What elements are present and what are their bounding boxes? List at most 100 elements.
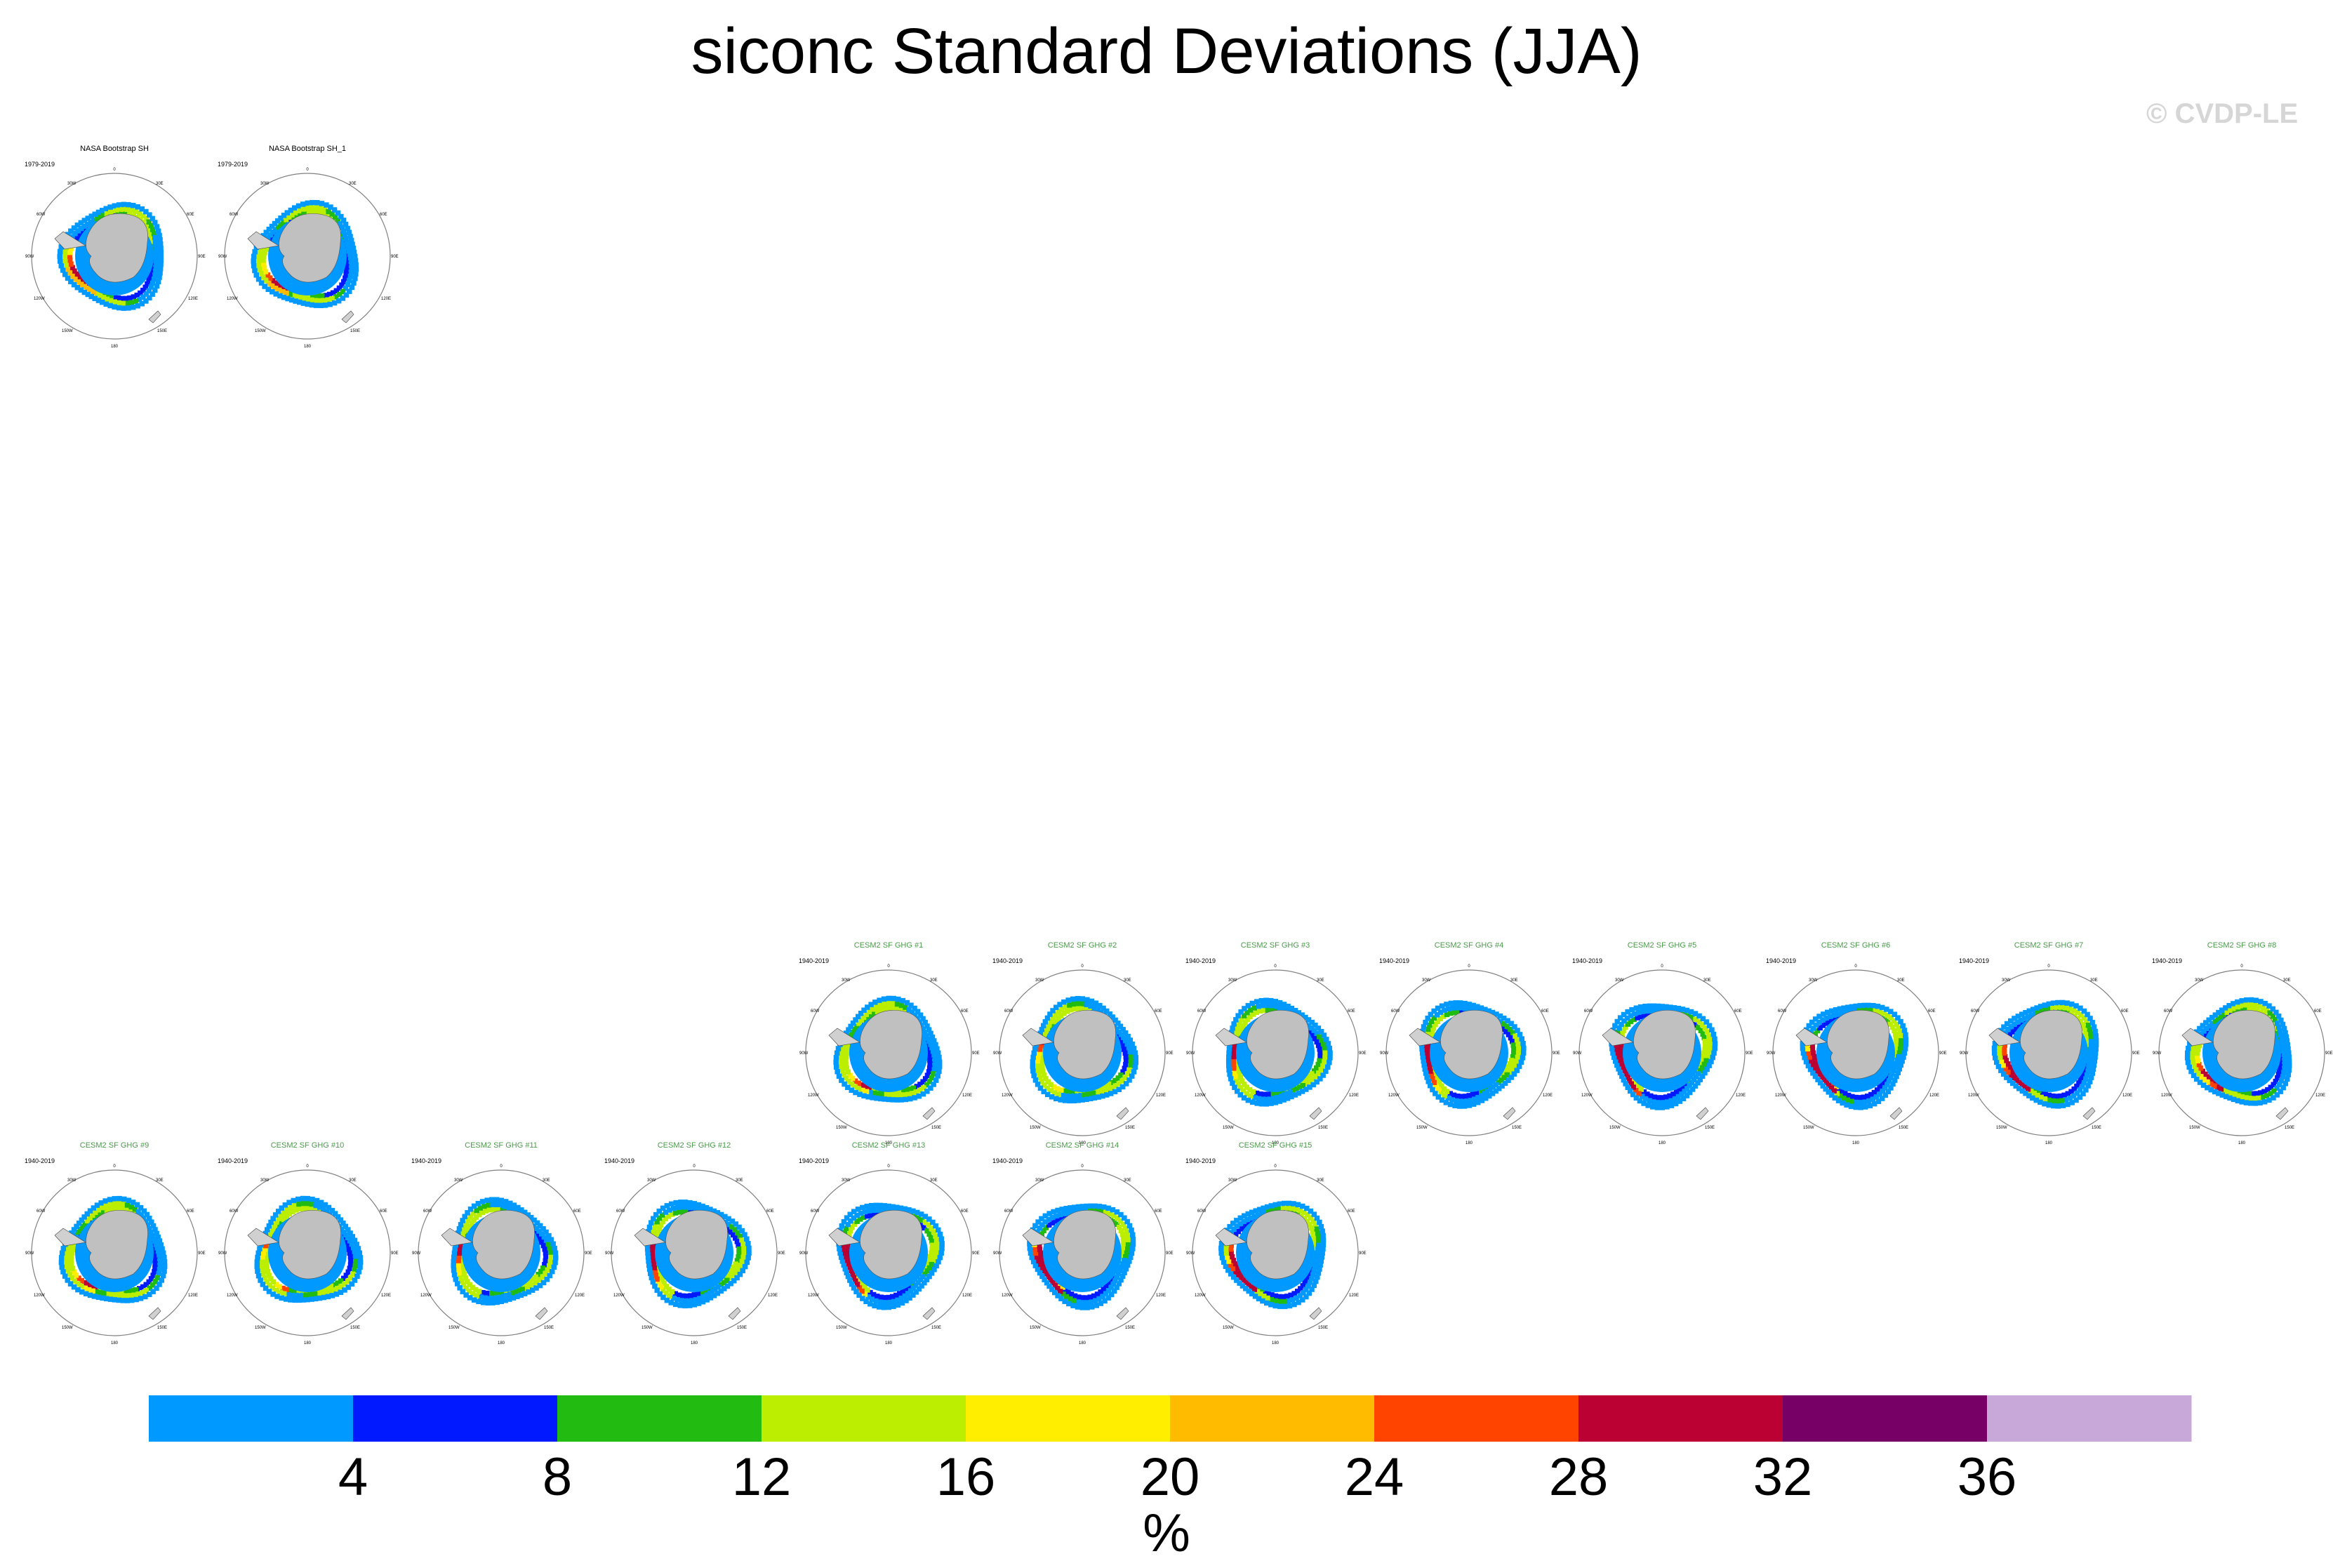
panel-years: 1940-2019 [1185, 1157, 1216, 1164]
svg-text:60E: 60E [1348, 1009, 1355, 1014]
svg-text:180: 180 [304, 345, 312, 349]
svg-text:150E: 150E [1318, 1326, 1328, 1330]
polar-map: 0 180 90W 90E 30W 30E 60W 60E 120W 120E 150W 150E [218, 1164, 399, 1346]
svg-text:90W: 90W [25, 1251, 34, 1256]
svg-text:120W: 120W [2161, 1094, 2172, 1098]
panel-title: NASA Bootstrap SH_1 [268, 145, 347, 153]
polar-map: 0 180 90W 90E 30W 30E 60W 60E 120W 120E 150W 150E [1960, 964, 2140, 1145]
model-panel: CESM2 SF GHG #8 1940-2019 0 180 90W 90E 30W 30E… [2148, 941, 2333, 1145]
svg-text:150E: 150E [544, 1326, 554, 1330]
svg-text:150E: 150E [737, 1326, 747, 1330]
svg-text:90E: 90E [585, 1251, 592, 1256]
svg-text:60E: 60E [1348, 1209, 1355, 1214]
svg-text:0: 0 [1081, 964, 1084, 969]
svg-text:150W: 150W [62, 329, 73, 333]
colorbar-box [1987, 1395, 2192, 1442]
svg-text:90E: 90E [972, 1251, 980, 1256]
svg-text:60W: 60W [811, 1209, 820, 1214]
svg-text:0: 0 [1661, 964, 1663, 969]
svg-text:90W: 90W [218, 255, 227, 259]
svg-text:90W: 90W [605, 1251, 614, 1256]
svg-text:0: 0 [113, 168, 116, 172]
svg-text:30E: 30E [543, 1178, 550, 1183]
svg-text:90E: 90E [1166, 1251, 1174, 1256]
svg-text:150E: 150E [1705, 1126, 1715, 1130]
model-panel: CESM2 SF GHG #2 1940-2019 0 180 90W 90E 30W 30E… [989, 941, 1176, 1145]
svg-text:120W: 120W [1195, 1294, 1206, 1298]
panel-years: 1940-2019 [799, 1157, 830, 1164]
panel-title: CESM2 SF GHG #12 [657, 1141, 731, 1150]
svg-text:180: 180 [1272, 1341, 1280, 1346]
svg-text:120E: 120E [381, 1294, 391, 1298]
svg-text:120W: 120W [34, 297, 45, 301]
svg-text:30W: 30W [842, 978, 851, 983]
polar-map: 0 180 90W 90E 30W 30E 60W 60E 120W 120E 150W 150E [1186, 964, 1367, 1145]
svg-text:0: 0 [1081, 1164, 1084, 1169]
svg-text:150W: 150W [642, 1326, 653, 1330]
svg-text:90W: 90W [1960, 1051, 1969, 1056]
colorbar-tick-label: 8 [543, 1447, 572, 1507]
model-panel: CESM2 SF GHG #10 1940-2019 0 180 90W 90E 30W 30… [214, 1141, 401, 1346]
svg-text:90E: 90E [1746, 1051, 1753, 1056]
svg-text:120E: 120E [962, 1094, 972, 1098]
polar-map: 0 180 90W 90E 30W 30E 60W 60E 120W 120E 150W 150E [1573, 964, 1753, 1145]
model-panel: CESM2 SF GHG #11 1940-2019 0 180 90W 90E 30W 30… [408, 1141, 594, 1346]
svg-text:30W: 30W [2002, 978, 2011, 983]
colorbar-tick-label: 16 [936, 1447, 996, 1507]
panel-years: 1940-2019 [992, 1157, 1023, 1164]
svg-text:180: 180 [691, 1341, 698, 1346]
model-panel: CESM2 SF GHG #7 1940-2019 0 180 90W 90E 30W 30E… [1955, 941, 2142, 1145]
svg-text:90W: 90W [1767, 1051, 1776, 1056]
svg-text:60W: 60W [1004, 1009, 1013, 1014]
svg-text:30E: 30E [1897, 978, 1905, 983]
svg-text:60E: 60E [573, 1209, 581, 1214]
panel-years: 1940-2019 [1572, 957, 1603, 964]
svg-text:0: 0 [1468, 964, 1470, 969]
svg-text:180: 180 [111, 1341, 119, 1346]
svg-text:0: 0 [113, 1164, 116, 1169]
svg-text:60E: 60E [961, 1209, 969, 1214]
svg-text:120W: 120W [1002, 1294, 1013, 1298]
svg-text:0: 0 [1854, 964, 1857, 969]
svg-text:150W: 150W [836, 1126, 847, 1130]
svg-text:0: 0 [887, 1164, 890, 1169]
svg-text:30W: 30W [1615, 978, 1624, 983]
panel-title: CESM2 SF GHG #10 [270, 1141, 345, 1150]
polar-map: 0 180 90W 90E 30W 30E 60W 60E 120W 120E 150W 150E [993, 964, 1174, 1145]
svg-text:30W: 30W [2195, 978, 2204, 983]
polar-map: 0 180 90W 90E 30W 30E 60W 60E 120W 120E 150W 150E [25, 168, 206, 349]
svg-text:0: 0 [500, 1164, 503, 1169]
panel-title: CESM2 SF GHG #5 [1627, 941, 1697, 950]
svg-text:180: 180 [304, 1341, 312, 1346]
svg-text:30W: 30W [1035, 978, 1044, 983]
svg-text:60E: 60E [1155, 1209, 1162, 1214]
svg-text:0: 0 [2047, 964, 2050, 969]
svg-text:60W: 60W [230, 1209, 239, 1214]
colorbar-box [966, 1395, 1171, 1442]
svg-text:120E: 120E [188, 1294, 198, 1298]
panel-title: CESM2 SF GHG #9 [79, 1141, 149, 1150]
svg-text:120W: 120W [1581, 1094, 1593, 1098]
page-title: siconc Standard Deviations (JJA) [691, 15, 1642, 87]
svg-text:90W: 90W [993, 1251, 1002, 1256]
svg-text:60W: 60W [1197, 1009, 1207, 1014]
svg-text:90E: 90E [391, 1251, 399, 1256]
svg-text:90E: 90E [972, 1051, 980, 1056]
panel-years: 1940-2019 [992, 957, 1023, 964]
svg-text:30W: 30W [67, 182, 77, 186]
svg-text:30W: 30W [1809, 978, 1818, 983]
svg-text:60W: 60W [811, 1009, 820, 1014]
svg-text:90E: 90E [198, 1251, 206, 1256]
svg-text:30W: 30W [1228, 1178, 1237, 1183]
svg-text:150E: 150E [1125, 1126, 1135, 1130]
polar-map: 0 180 90W 90E 30W 30E 60W 60E 120W 120E 150W 150E [799, 1164, 980, 1346]
svg-text:90W: 90W [25, 255, 34, 259]
polar-map: 0 180 90W 90E 30W 30E 60W 60E 120W 120E 150W 150E [218, 168, 399, 349]
obs-panel: NASA Bootstrap SH 1979-2019 0 180 90W 90E 30W 3… [21, 144, 208, 349]
svg-text:90W: 90W [1186, 1251, 1195, 1256]
colorbar-tick-label: 24 [1345, 1447, 1404, 1507]
panel-years: 1979-2019 [218, 161, 248, 168]
colorbar-box [1374, 1395, 1579, 1442]
colorbar-box [762, 1395, 966, 1442]
svg-text:60E: 60E [2121, 1009, 2129, 1014]
